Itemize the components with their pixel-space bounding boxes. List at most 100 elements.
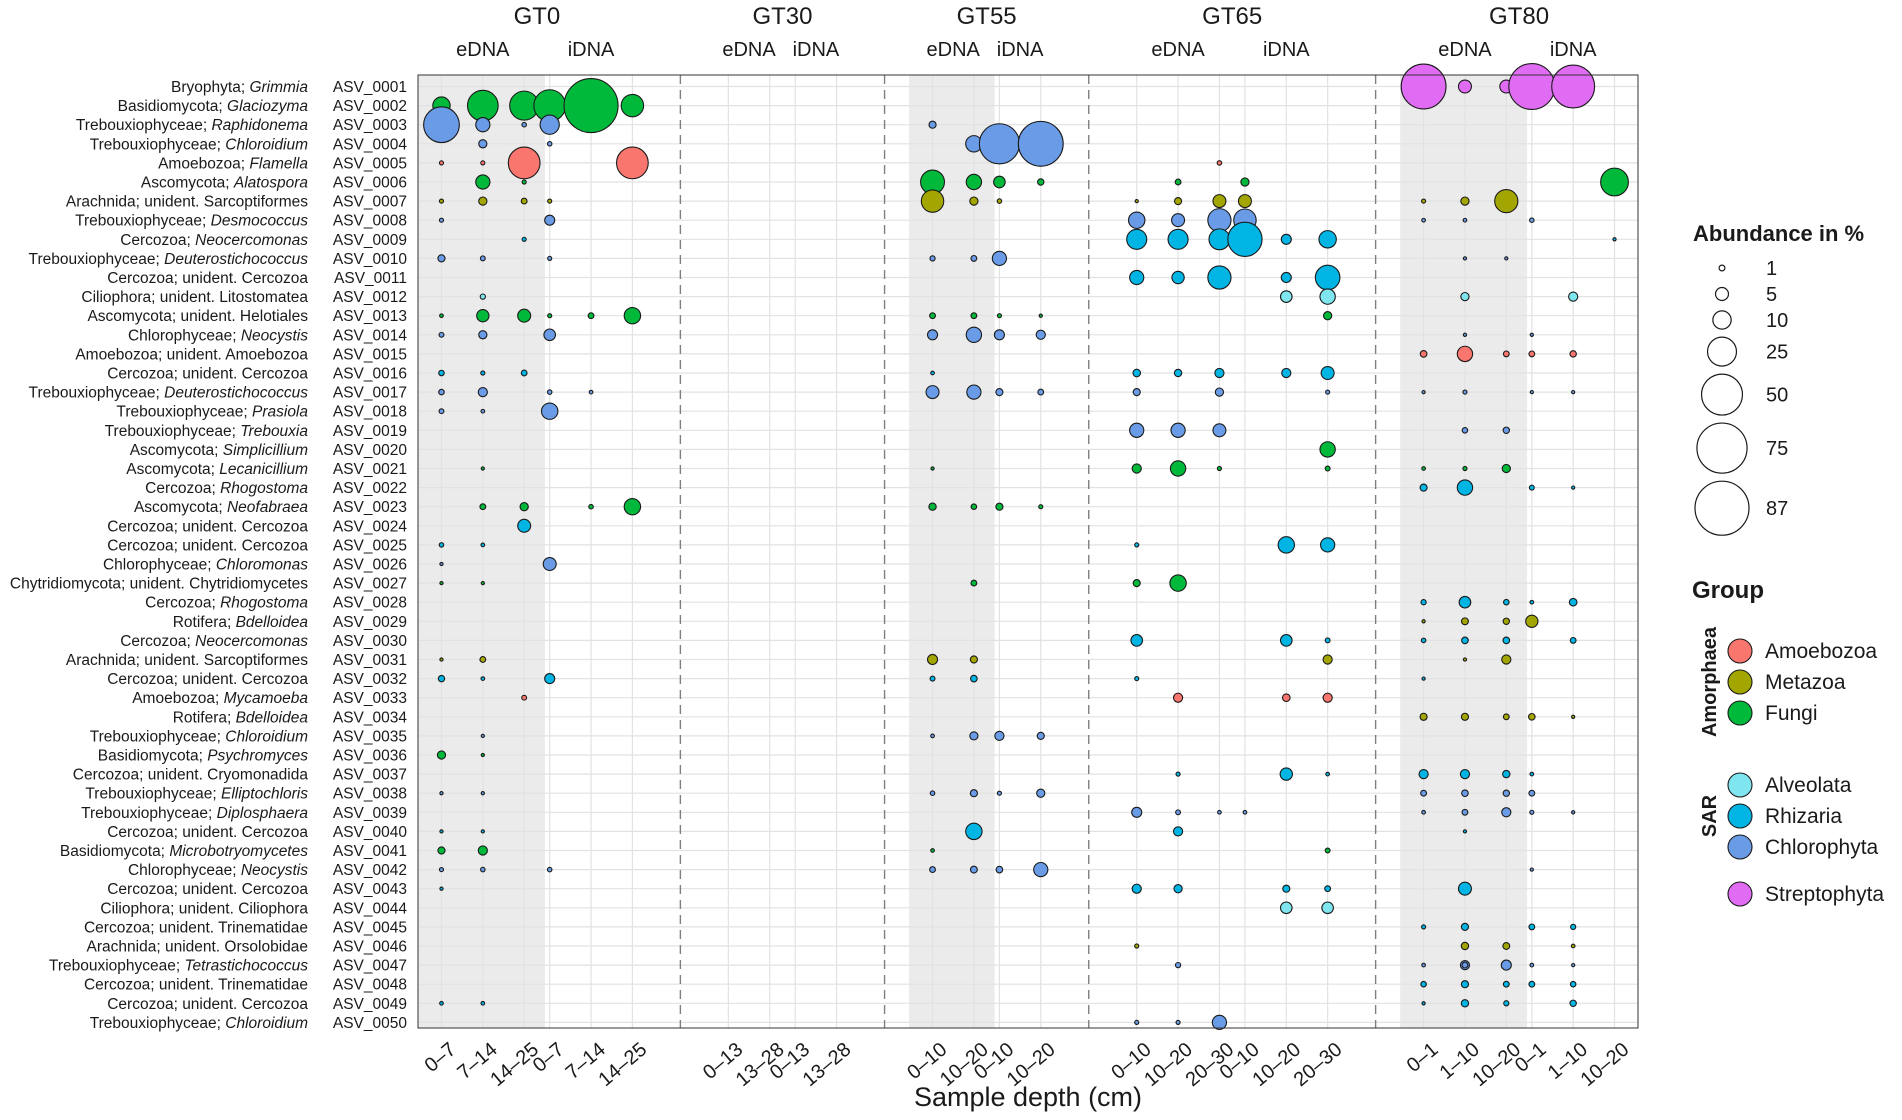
bubble-asv_0038 [969,789,978,798]
bubble-asv_0010 [929,255,936,262]
genus-name: Elliptochloris [221,786,308,803]
asv-label: ASV_0045 [333,919,407,936]
bubble-asv_0017 [966,384,982,400]
genus-name: Flamella [249,155,308,172]
bubble-asv_0017 [1529,389,1534,395]
legend-label-chlorophyta: Chlorophyta [1765,836,1879,859]
bubble-asv_0007 [996,198,1003,204]
bubble-asv_0008 [438,217,445,223]
bubble-asv_0038 [929,790,936,796]
bubble-asv_0008 [1171,213,1186,228]
bubble-asv_0031 [479,656,487,663]
row-label: Ciliophora; unident. Litostomatea [81,289,308,306]
bubble-asv_0022 [1571,485,1576,490]
depth-tick: 0–1 [1511,1038,1551,1076]
bubble-asv_0041 [477,845,488,856]
asv-label: ASV_0006 [333,175,407,192]
row-label: Basidiomycota; Psychromyces [98,748,308,765]
genus-name: unident. Cercozoa [182,671,308,688]
bubble-asv_0011 [1314,264,1341,291]
bubble-asv_0017 [1214,387,1225,397]
legend-key-metazoa [1727,669,1753,695]
size-legend-label: 87 [1766,498,1788,520]
size-legend-key [1700,373,1744,416]
bubble-asv_0048 [1502,980,1510,988]
depth-tick: 20–30 [1290,1038,1347,1091]
bubble-asv_0014 [543,328,557,342]
bubble-asv_0039 [1217,809,1222,815]
asv-label: ASV_0001 [333,79,407,96]
asv-label: ASV_0035 [333,728,407,745]
bubble-asv_0029 [1421,619,1426,624]
bubble-asv_0039 [1242,809,1248,815]
row-label: Trebouxiophyceae; Tetrastichococcus [49,958,308,975]
row-label: Chlorophyceae; Neocystis [128,862,308,879]
row-label: Ascomycota; unident. Helotiales [87,308,308,325]
bubble-asv_0046 [1460,941,1470,951]
row-label: Basidiomycota; Microbotryomycetes [60,843,308,860]
bubble-asv_0037 [1502,769,1511,779]
genus-name: Grimmia [249,79,308,96]
bubble-asv_0039 [1571,810,1576,815]
bubble-asv_0006 [475,174,491,190]
genus-name: unident. Sarcoptiformes [144,194,308,211]
asv-label: ASV_0003 [333,117,407,134]
bubble-asv_0035 [969,731,979,741]
bubble-asv_0016 [480,370,486,376]
bubble-asv_0009 [1318,230,1337,249]
row-label: Trebouxiophyceae; Chloroidium [90,728,308,745]
taxon-name: Basidiomycota; [98,748,207,765]
row-label: Ascomycota; Alatospora [141,175,309,192]
bubble-asv_0037 [1325,771,1331,777]
legend-label-alveolata: Alveolata [1765,774,1852,797]
bubble-asv_0040 [1172,826,1184,837]
bubble-asv_0030 [1569,636,1577,644]
bubble-asv_0002 [563,78,619,134]
bubble-asv_0013 [1038,313,1043,318]
bubble-asv_0006 [993,175,1006,189]
bubble-asv_0013 [476,309,490,323]
asv-label: ASV_0015 [333,346,407,363]
bubble-asv_0048 [1460,980,1470,989]
bubble-asv_0049 [480,1000,486,1006]
taxon-name: Arachnida; [66,652,144,669]
genus-name: Alatospora [233,175,308,192]
bubble-asv_0021 [1324,465,1331,472]
genus-name: Rhogostoma [220,595,308,612]
legend-section-amorphaea: Amorphaea [1699,626,1721,737]
bubble-asv_0023 [519,502,529,512]
bubble-asv_0046 [1570,943,1576,949]
genus-name: unident. Trinematidae [159,919,308,936]
taxon-name: Cercozoa; [73,767,148,784]
panel-header-edna: eDNA [1151,39,1205,61]
genus-name: Deuterostichococcus [164,385,308,402]
taxon-name: Trebouxiophyceae; [75,213,211,230]
bubble-asv_0045 [1528,923,1536,931]
bubble-asv_0010 [1504,256,1509,261]
bubble-asv_0021 [1216,465,1223,472]
bubble-asv_0009 [1227,221,1263,257]
bubble-asv_0027 [1169,574,1187,592]
asv-label: ASV_0016 [333,366,407,383]
taxon-name: Chytridiomycota; [10,576,130,593]
taxon-name: Trebouxiophyceae; [85,786,221,803]
bubble-asv_0028 [1420,599,1427,606]
bubble-asv_0015 [1528,350,1536,358]
row-label: Ascomycota; Simplicillium [130,442,308,459]
taxon-name: Arachnida; [87,939,165,956]
shaded-panel-gt0 [418,75,545,1028]
legend-key-chlorophyta [1727,834,1753,860]
bubble-asv_0031 [969,655,978,664]
bubble-asv_0033 [1281,693,1291,703]
bubble-asv_0042 [1033,861,1049,878]
genus-name: unident. Chytridiomycetes [130,576,309,593]
bubble-asv_0013 [623,306,642,325]
bubble-asv_0039 [1131,806,1143,818]
bubble-asv_0013 [439,313,444,319]
bubble-asv_0043 [1131,883,1142,894]
genus-name: Glaciozyma [227,98,308,115]
row-label: Basidiomycota; Glaciozyma [118,98,309,115]
row-labels: Bryophyta; Grimmia ASV_0001 Basidiomycota;… [10,79,407,1032]
bubble-asv_0028 [1529,599,1535,605]
bubble-asv_0049 [1460,999,1470,1008]
